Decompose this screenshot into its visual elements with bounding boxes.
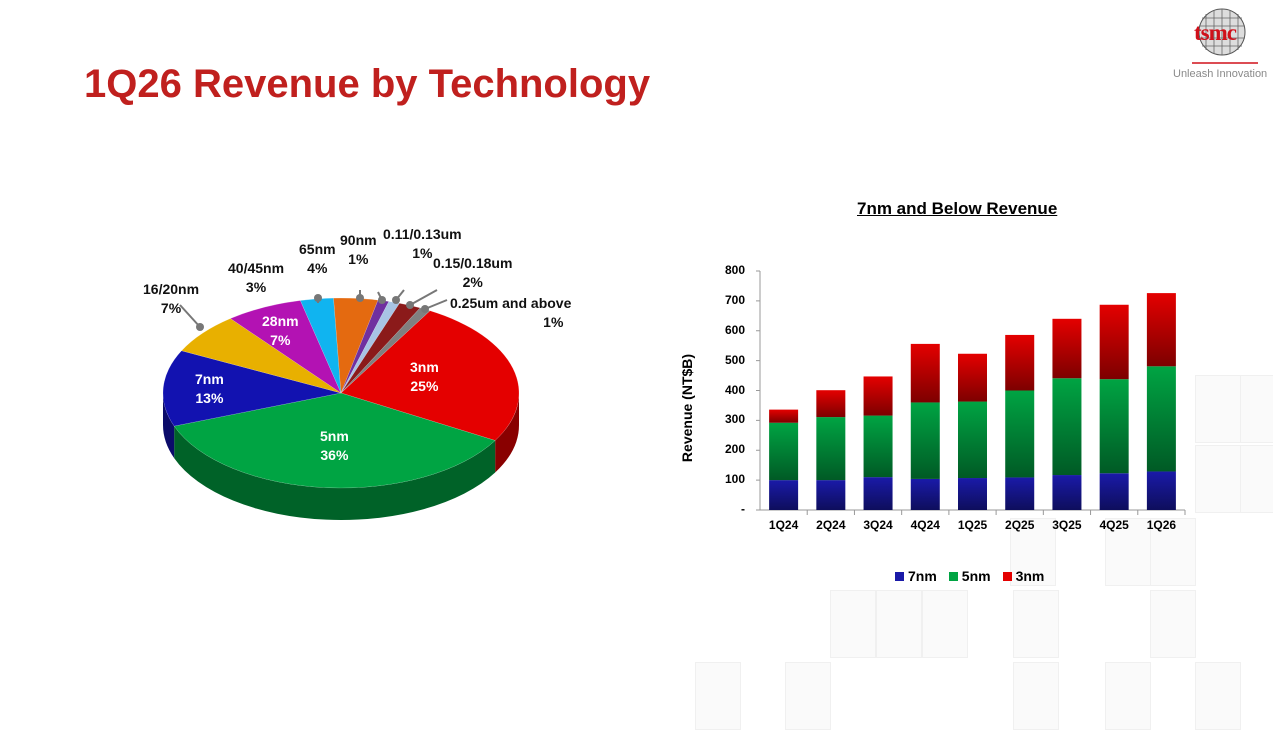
pie-side-7nm xyxy=(163,393,175,459)
leader-dot xyxy=(196,323,204,331)
leader-dot xyxy=(378,296,386,304)
page-title: 1Q26 Revenue by Technology xyxy=(84,62,651,106)
leader-dot xyxy=(356,294,364,302)
pie-label-5nm: 5nm 36% xyxy=(320,428,349,463)
bar-3nm-2Q25 xyxy=(1005,334,1035,391)
pie-slice-16/20nm xyxy=(181,318,342,394)
pie-slice-65nm xyxy=(333,297,379,394)
y-tick-label: 500 xyxy=(724,352,745,367)
pie-label-0-25um: 0.25um and above 1% xyxy=(450,295,572,330)
x-tick-label: 2Q25 xyxy=(1005,518,1035,532)
pie-slice-7nm xyxy=(162,350,342,427)
logo-word: tsmc xyxy=(1194,20,1237,45)
pie-label-3nm: 3nm 25% xyxy=(410,359,439,394)
bar-3nm-4Q24 xyxy=(910,343,940,403)
bar-7nm-3Q25 xyxy=(1052,475,1082,510)
leader-dot xyxy=(392,296,400,304)
pie-side-5nm xyxy=(174,426,496,520)
bar-7nm-3Q24 xyxy=(863,477,893,510)
pie-label-28nm: 28nm 7% xyxy=(262,313,299,348)
pie-slice-3nm xyxy=(340,310,520,441)
bar-5nm-1Q26 xyxy=(1146,366,1176,472)
pie-label-65nm: 65nm 4% xyxy=(299,241,336,276)
bar-7nm-4Q25 xyxy=(1099,473,1129,510)
pie-side-3nm xyxy=(495,393,519,473)
bar-7nm-2Q25 xyxy=(1005,477,1035,510)
pie-label-7nm: 7nm 13% xyxy=(195,371,224,406)
bar-3nm-1Q26 xyxy=(1146,293,1176,367)
pie-label-0-15um: 0.15/0.18um 2% xyxy=(433,255,513,290)
bar-chart xyxy=(756,270,1186,515)
x-tick-label: 1Q24 xyxy=(768,518,799,532)
tsmc-logo: tsmc Unleash Innovation xyxy=(1170,8,1273,83)
y-tick-label: 800 xyxy=(724,263,745,277)
bar-7nm-2Q24 xyxy=(816,480,846,510)
leader-dot xyxy=(406,301,414,309)
bar-5nm-4Q24 xyxy=(910,402,940,479)
pie-slice-5nm xyxy=(173,392,496,489)
y-tick-label: 700 xyxy=(724,292,745,307)
x-tick-label: 3Q24 xyxy=(863,518,893,532)
logo-tagline: Unleash Innovation xyxy=(1173,68,1268,80)
bar-5nm-1Q25 xyxy=(958,401,987,479)
bar-5nm-4Q25 xyxy=(1099,379,1129,474)
bar-3nm-1Q24 xyxy=(769,409,799,423)
x-tick-label: 4Q24 xyxy=(910,518,940,532)
x-tick-label: 3Q25 xyxy=(1052,518,1082,532)
legend: 7nm 5nm 3nm xyxy=(895,568,1044,584)
pie-label-90nm: 90nm 1% xyxy=(340,232,377,267)
bar-7nm-4Q24 xyxy=(910,478,940,510)
pie-chart xyxy=(162,289,520,520)
pie-slice-28nm xyxy=(229,300,342,394)
x-tick-label: 1Q25 xyxy=(957,518,988,532)
bar-7nm-1Q25 xyxy=(958,478,987,510)
bar-3nm-4Q25 xyxy=(1099,304,1129,380)
y-tick-label: 100 xyxy=(724,472,745,487)
leader-line xyxy=(179,304,201,328)
pie-label-0-11um: 0.11/0.13um 1% xyxy=(383,226,462,261)
y-tick-label: 600 xyxy=(724,322,745,337)
bar-5nm-2Q25 xyxy=(1005,390,1035,478)
x-tick-label: 1Q26 xyxy=(1146,518,1177,532)
y-tick-label: 400 xyxy=(724,382,745,397)
bar-5nm-2Q24 xyxy=(816,417,846,481)
bar-5nm-1Q24 xyxy=(769,422,799,481)
leader-dot xyxy=(421,305,429,313)
bar-3nm-1Q25 xyxy=(958,353,987,402)
legend-item-5nm: 5nm xyxy=(948,568,991,584)
bar-3nm-3Q25 xyxy=(1052,318,1082,379)
leader-line xyxy=(409,289,438,306)
bar-7nm-1Q24 xyxy=(769,480,799,510)
y-tick-label: 300 xyxy=(724,412,745,427)
bar-chart-title: 7nm and Below Revenue xyxy=(857,199,1058,218)
leader-dot xyxy=(314,294,322,302)
pie-label-40-45nm: 40/45nm 3% xyxy=(228,260,285,295)
bar-3nm-3Q24 xyxy=(863,376,893,416)
x-tick-label: 4Q25 xyxy=(1099,518,1129,532)
legend-item-7nm: 7nm xyxy=(895,568,937,584)
wafer-icon xyxy=(1192,8,1258,64)
y-tick-label: - xyxy=(741,502,745,516)
bar-3nm-2Q24 xyxy=(816,390,846,418)
x-tick-label: 2Q24 xyxy=(816,518,846,532)
bar-7nm-1Q26 xyxy=(1146,471,1176,510)
y-tick-label: 200 xyxy=(724,442,745,457)
legend-item-3nm: 3nm xyxy=(1002,568,1044,584)
bar-5nm-3Q24 xyxy=(863,415,893,478)
bar-5nm-3Q25 xyxy=(1052,378,1082,476)
pie-label-16-20nm: 16/20nm 7% xyxy=(143,281,200,316)
